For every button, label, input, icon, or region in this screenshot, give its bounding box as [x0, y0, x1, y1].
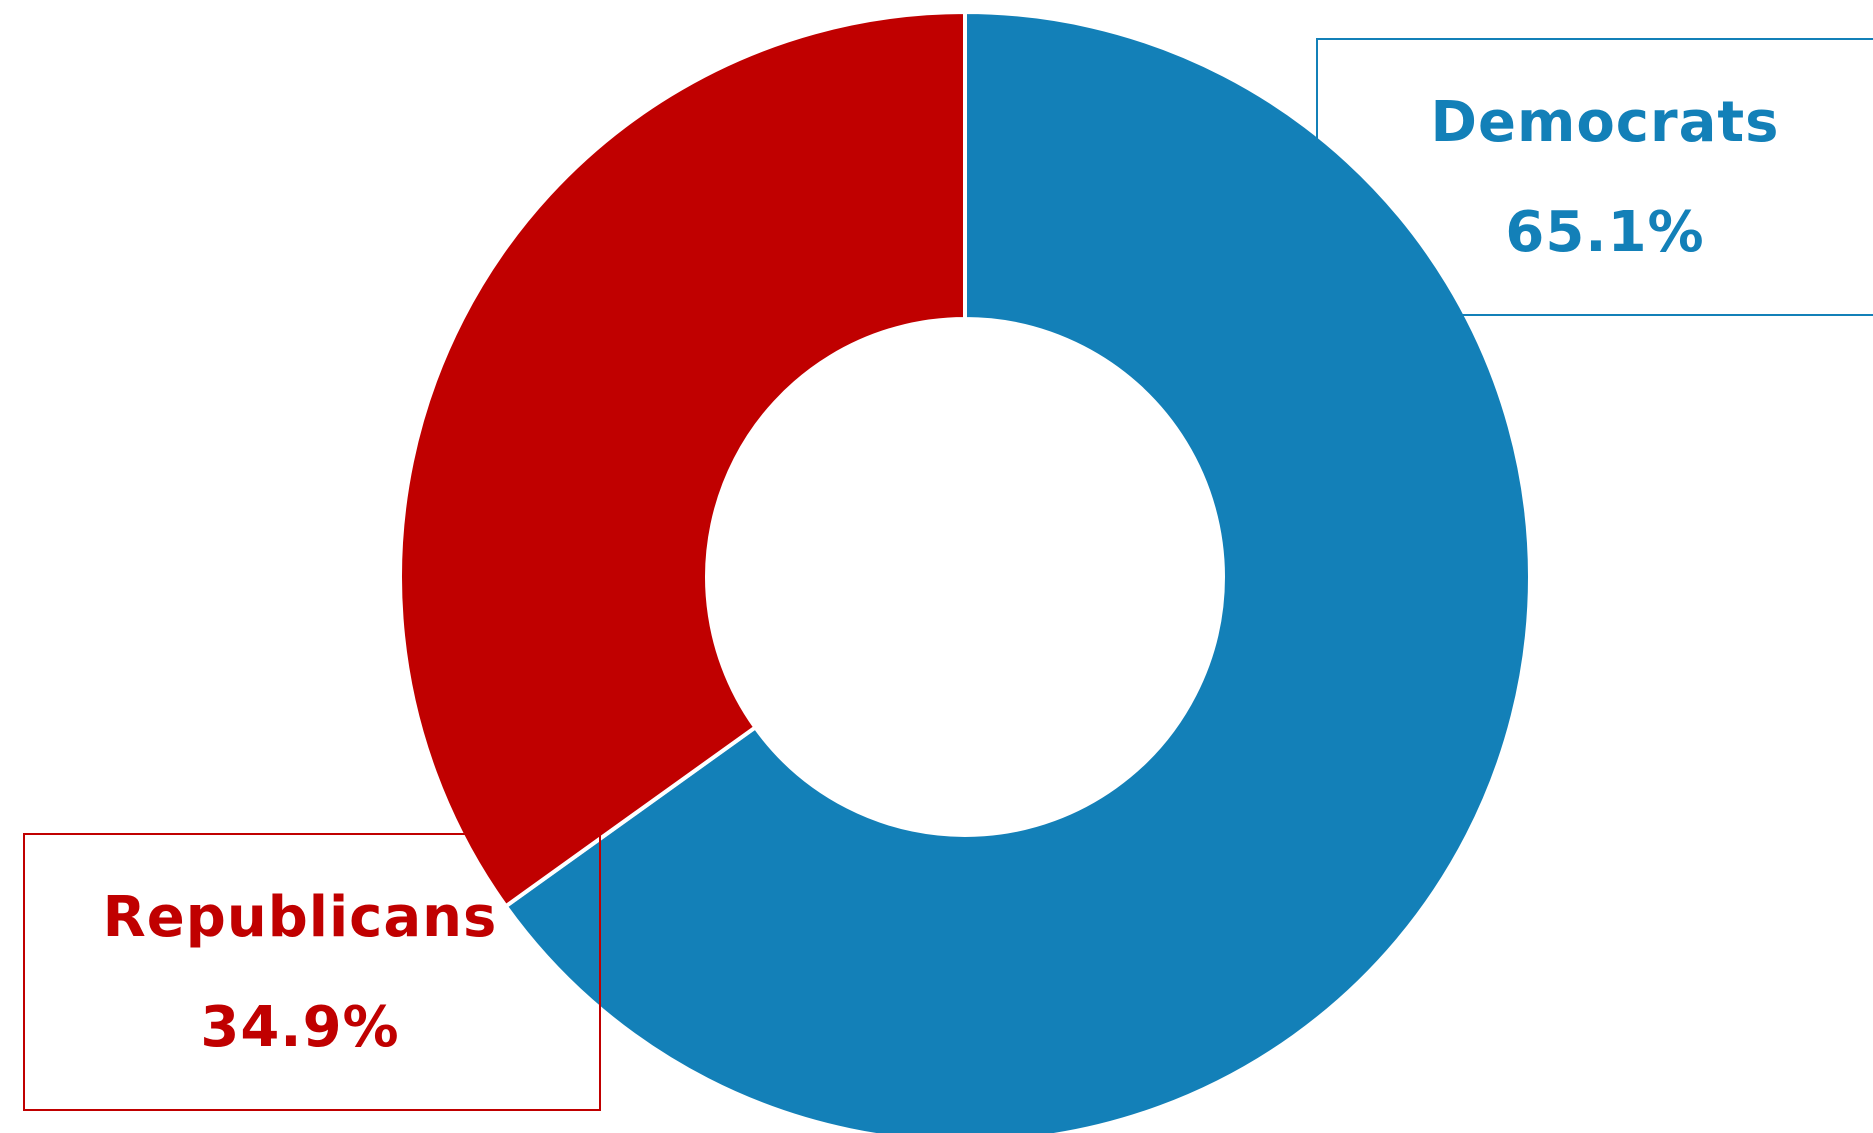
republicans-percent: 34.9% — [200, 995, 400, 1060]
slice-democrats — [503, 9, 1532, 1133]
democrats-callout-box — [1316, 38, 1873, 316]
democrats-percent: 65.1% — [1505, 200, 1705, 265]
slice-republicans — [398, 9, 967, 910]
republicans-callout-box — [23, 833, 601, 1111]
republicans-label: Republicans — [102, 885, 498, 950]
democrats-label: Democrats — [1430, 90, 1780, 155]
